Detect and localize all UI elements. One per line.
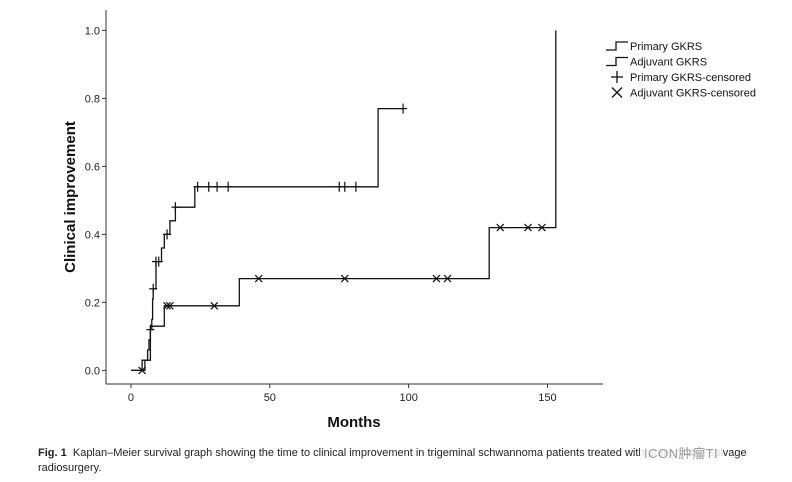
adjuvant-censor-mark — [254, 274, 263, 283]
primary-censor-mark — [154, 256, 163, 267]
primary-gkrs-line — [131, 107, 404, 372]
legend-item: Primary GKRS-censored — [611, 71, 751, 84]
primary-censor-mark — [340, 181, 349, 192]
adjuvant-censor-mark — [537, 223, 546, 232]
primary-censor-mark — [224, 181, 233, 192]
series-layer — [131, 30, 557, 375]
adjuvant-censor-mark — [496, 223, 505, 232]
primary-censor-mark — [399, 103, 408, 114]
adjuvant-censor-mark-b — [138, 366, 147, 375]
adjuvant-censor-mark — [524, 223, 532, 232]
y-tick-label: 0.6 — [85, 161, 100, 173]
adjuvant-gkrs-line — [131, 30, 557, 372]
x-tick-label: 100 — [399, 392, 417, 404]
caption-label: Fig. 1 — [38, 447, 67, 459]
adjuvant-censor-mark — [138, 366, 147, 375]
adjuvant-censor-mark — [432, 274, 441, 283]
x-axis-label: Months — [327, 414, 380, 431]
adjuvant-censor-mark-b — [537, 223, 546, 232]
x-tick-label: 150 — [538, 392, 556, 404]
y-tick-label: 0.8 — [85, 93, 100, 105]
adjuvant-censor-mark-b — [210, 301, 219, 310]
y-tick-label: 0.2 — [85, 297, 100, 309]
primary-censor-mark — [149, 283, 158, 294]
legend-cross-b — [611, 87, 623, 98]
x-tick-label: 0 — [128, 392, 134, 404]
figure-caption: Fig. 1 Kaplan–Meier survival graph showi… — [38, 446, 783, 476]
adjuvant-censor-mark-b — [432, 274, 441, 283]
adjuvant-censor-mark-b — [165, 301, 174, 310]
primary-censor-mark — [171, 202, 180, 213]
y-tick-label: 0.0 — [85, 365, 100, 377]
adjuvant-censor-mark-b — [443, 274, 452, 283]
primary-censor-mark — [204, 181, 213, 192]
legend-item: Adjuvant GKRS — [606, 57, 707, 69]
watermark: ICON肿瘤TI — [640, 443, 723, 462]
legend-label: Primary GKRS — [630, 41, 702, 53]
adjuvant-censor-mark-b — [524, 223, 532, 232]
adjuvant-censor-mark — [165, 301, 174, 310]
primary-censor-mark — [351, 181, 360, 192]
y-tick-label: 1.0 — [85, 25, 100, 37]
primary-censor-mark — [213, 181, 222, 192]
caption-text: Kaplan–Meier survival graph showing the … — [38, 447, 747, 474]
primary-censor-mark — [163, 229, 172, 240]
y-axis-label: Clinical improvement — [62, 121, 79, 273]
adjuvant-censor-mark-b — [340, 274, 349, 283]
legend-label: Adjuvant GKRS — [630, 57, 707, 69]
adjuvant-censor-mark — [340, 274, 349, 283]
y-tick-label: 0.4 — [85, 229, 100, 241]
adjuvant-censor-mark — [163, 301, 172, 310]
legend-step-symbol — [606, 56, 628, 67]
km-chart: 0 50 100 150 0.0 0.2 0.4 0.6 0.8 1.0 Primary GKRS… — [62, 10, 756, 431]
legend-label: Adjuvant GKRS-censored — [630, 88, 756, 100]
adjuvant-censor-mark-b — [163, 301, 172, 310]
primary-censor-mark — [193, 181, 202, 192]
adjuvant-censor-mark — [443, 274, 452, 283]
legend-item: Adjuvant GKRS-censored — [611, 87, 756, 100]
adjuvant-censor-mark-b — [496, 223, 505, 232]
axes: 0 50 100 150 0.0 0.2 0.4 0.6 0.8 1.0 — [85, 10, 603, 404]
x-tick-label: 50 — [264, 392, 276, 404]
legend: Primary GKRS Adjuvant GKRS Primary GKRS-ce… — [606, 41, 756, 100]
legend-item: Primary GKRS — [606, 41, 702, 53]
legend-label: Primary GKRS-censored — [630, 72, 751, 84]
adjuvant-censor-mark-b — [254, 274, 263, 283]
adjuvant-censor-mark — [210, 301, 219, 310]
legend-step-symbol — [606, 41, 628, 51]
